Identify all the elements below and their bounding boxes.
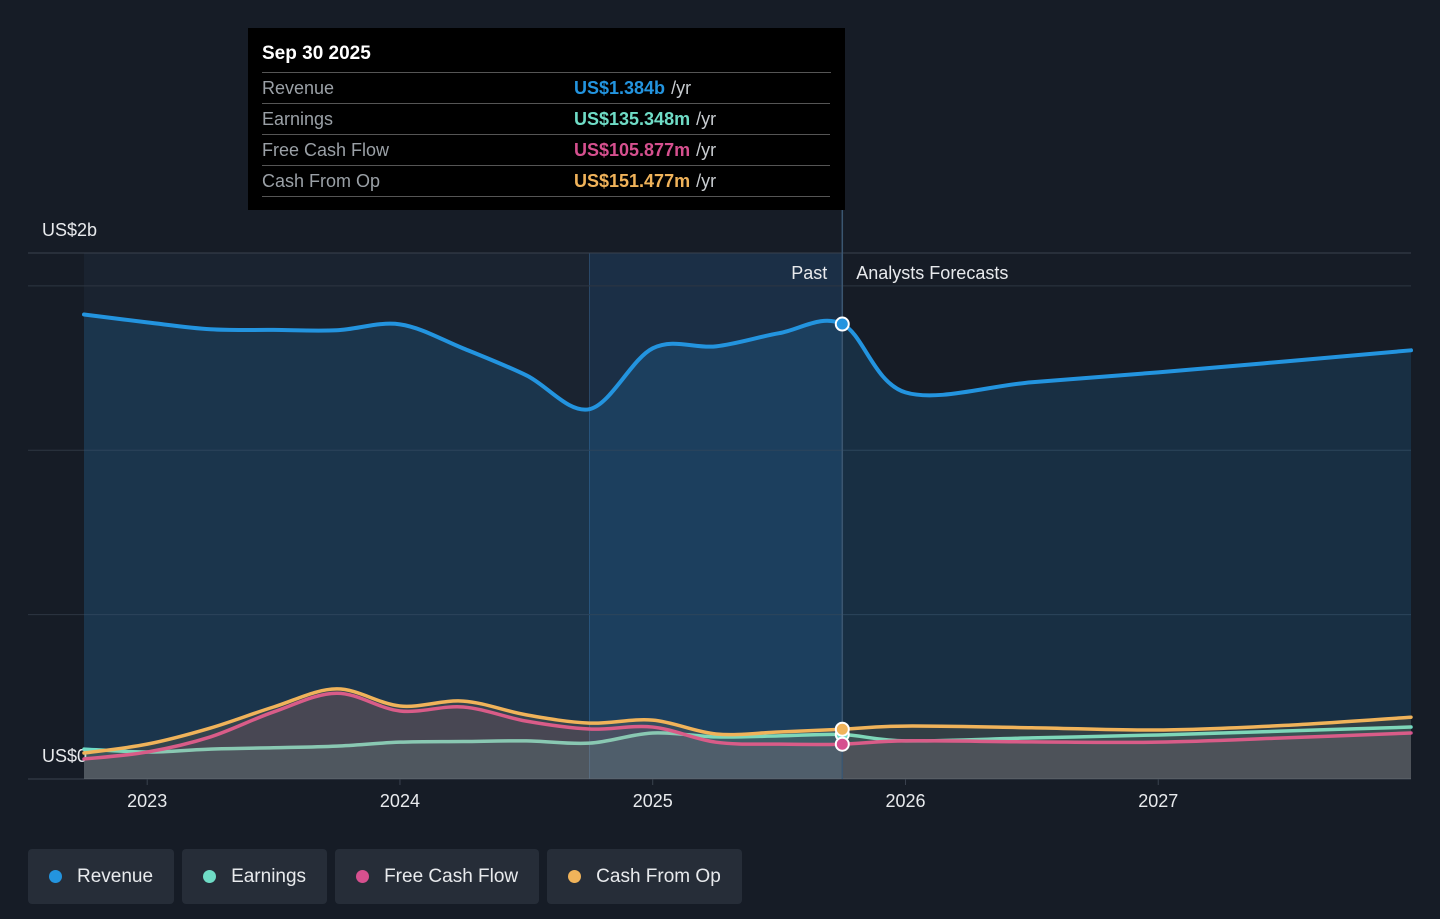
tooltip-row: Revenue US$1.384b/yr xyxy=(262,73,830,104)
tooltip-value: US$105.877m xyxy=(574,140,691,160)
x-tick-label: 2027 xyxy=(1138,791,1178,811)
legend-swatch xyxy=(49,870,62,883)
tooltip-value: US$151.477m xyxy=(574,171,691,191)
tooltip-label: Revenue xyxy=(262,78,335,98)
series-line xyxy=(82,725,1413,754)
tooltip-label: Cash From Op xyxy=(262,171,381,191)
highlight-band xyxy=(589,253,843,779)
legend-item[interactable]: Earnings xyxy=(182,849,328,904)
tooltip-unit: /yr xyxy=(696,140,717,160)
legend-label: Cash From Op xyxy=(596,865,721,887)
tooltip-unit: /yr xyxy=(696,109,717,129)
tooltip-value: US$1.384b xyxy=(574,78,666,98)
tooltip-row: Cash From Op US$151.477m/yr xyxy=(262,166,830,197)
forecast-label: Analysts Forecasts xyxy=(856,263,1008,283)
x-tick-label: 2025 xyxy=(633,791,673,811)
tooltip-label: Free Cash Flow xyxy=(262,140,390,160)
point-marker xyxy=(834,721,850,737)
tooltip-unit: /yr xyxy=(671,78,692,98)
legend-swatch xyxy=(356,870,370,883)
point-marker xyxy=(834,316,850,332)
legend-item[interactable]: Revenue xyxy=(28,849,175,904)
point-marker xyxy=(834,736,850,752)
legend-label: Free Cash Flow xyxy=(384,865,519,887)
series-area xyxy=(84,693,1411,779)
legend-swatch xyxy=(568,870,582,883)
tooltip-row: Free Cash Flow US$105.877m/yr xyxy=(262,135,830,166)
x-tick-label: 2026 xyxy=(885,791,925,811)
legend-label: Earnings xyxy=(231,865,307,887)
y-tick-label: US$2b xyxy=(42,220,97,240)
tooltip-value: US$135.348m xyxy=(574,109,691,129)
series-line xyxy=(82,312,1413,412)
x-tick-label: 2024 xyxy=(380,791,420,811)
x-tick-label: 2023 xyxy=(127,791,167,811)
tooltip-date: Sep 30 2025 xyxy=(262,40,831,73)
tooltip-unit: /yr xyxy=(696,171,717,191)
legend-item[interactable]: Free Cash Flow xyxy=(335,849,540,904)
series-area xyxy=(84,688,1411,779)
tooltip: Sep 30 2025 Revenue US$1.384b/yr Earnings U… xyxy=(248,28,845,210)
legend-item[interactable]: Cash From Op xyxy=(547,849,742,904)
legend-label: Revenue xyxy=(77,865,154,887)
legend-swatch xyxy=(203,870,217,883)
tooltip-label: Earnings xyxy=(262,109,334,129)
y-tick-label: US$0 xyxy=(42,746,87,766)
legend: Revenue Earnings Free Cash Flow Cash From O… xyxy=(28,849,742,904)
series-area xyxy=(84,727,1411,779)
series-area xyxy=(84,314,1411,779)
past-label: Past xyxy=(791,263,827,283)
tooltip-row: Earnings US$135.348m/yr xyxy=(262,104,830,135)
series-line xyxy=(82,687,1413,755)
series-line xyxy=(82,691,1413,761)
